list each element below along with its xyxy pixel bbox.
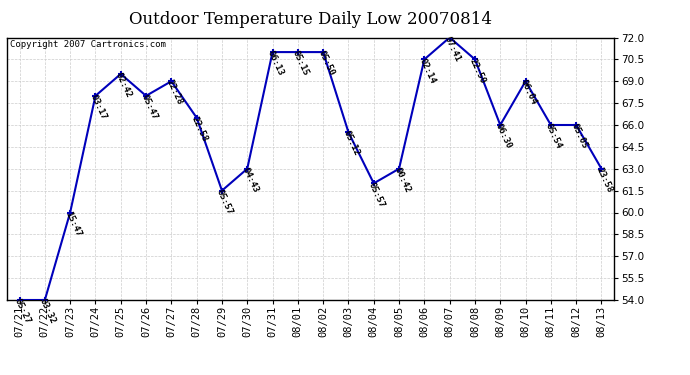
Text: 06:30: 06:30 xyxy=(493,122,513,150)
Text: 03:17: 03:17 xyxy=(89,93,108,121)
Text: 22:50: 22:50 xyxy=(469,57,488,85)
Text: 00:42: 00:42 xyxy=(393,166,412,194)
Text: 04:43: 04:43 xyxy=(241,166,260,194)
Text: 22:28: 22:28 xyxy=(165,78,184,106)
Text: 22:58: 22:58 xyxy=(190,115,209,143)
Text: 02:14: 02:14 xyxy=(417,57,437,85)
Text: 05:50: 05:50 xyxy=(317,49,336,78)
Text: Copyright 2007 Cartronics.com: Copyright 2007 Cartronics.com xyxy=(10,40,166,49)
Text: 23:58: 23:58 xyxy=(595,166,614,194)
Text: 07:41: 07:41 xyxy=(443,35,462,63)
Text: 06:13: 06:13 xyxy=(266,49,285,78)
Text: 05:57: 05:57 xyxy=(367,180,386,209)
Text: 02:42: 02:42 xyxy=(114,71,133,99)
Text: 15:47: 15:47 xyxy=(63,210,83,238)
Text: 03:32: 03:32 xyxy=(38,297,57,326)
Text: 05:05: 05:05 xyxy=(569,122,589,150)
Text: 05:15: 05:15 xyxy=(291,49,310,78)
Text: 05:27: 05:27 xyxy=(13,297,32,326)
Text: 05:12: 05:12 xyxy=(342,129,361,158)
Text: 05:57: 05:57 xyxy=(215,188,235,216)
Text: 06:04: 06:04 xyxy=(519,78,538,106)
Text: 05:47: 05:47 xyxy=(139,93,159,121)
Text: Outdoor Temperature Daily Low 20070814: Outdoor Temperature Daily Low 20070814 xyxy=(129,11,492,28)
Text: 05:54: 05:54 xyxy=(544,122,564,150)
